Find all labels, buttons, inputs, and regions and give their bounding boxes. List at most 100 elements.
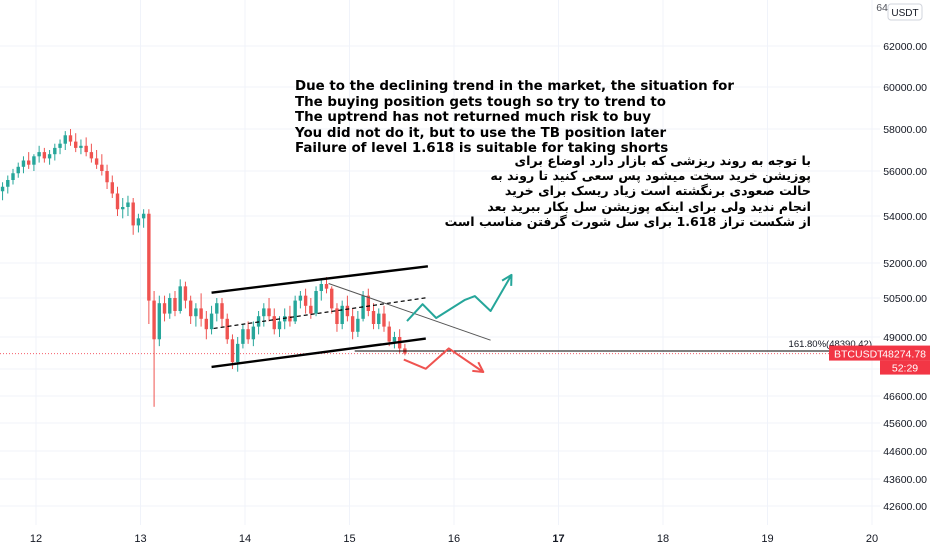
candle-body [241, 329, 245, 344]
candle-body [188, 300, 193, 317]
annotation-english-line: Failure of level 1.618 is suitable for t… [295, 141, 669, 157]
candle-body [141, 213, 146, 219]
candle-body [84, 145, 88, 153]
candle-body [152, 300, 156, 340]
candle-body [371, 311, 376, 324]
annotation-persian-line: انجام ندید ولی برای اینکه پوزیشن سل بکار… [487, 198, 811, 214]
channel-upper-line [211, 265, 429, 294]
bullish-arrow [406, 274, 513, 322]
candle-body [246, 329, 250, 340]
candle-body [94, 158, 99, 165]
candle-body [183, 286, 188, 301]
candle-body [168, 298, 172, 314]
candle-body [288, 316, 292, 322]
candle-body [324, 284, 329, 289]
candle-body [314, 291, 318, 314]
candle-body [100, 164, 104, 171]
candle-body [209, 313, 214, 330]
candle-body [136, 218, 141, 226]
candle-body [309, 305, 313, 314]
grid [0, 0, 880, 525]
candle-body [147, 213, 151, 301]
time-axis-pane[interactable] [0, 525, 932, 550]
candle-body [272, 316, 276, 330]
candle-body [6, 180, 10, 187]
candle-body [26, 160, 31, 165]
candle-body [89, 152, 94, 159]
candle-body [277, 321, 282, 330]
candle-body [303, 295, 308, 306]
annotation-english-line: The uptrend has not returned much risk t… [295, 110, 651, 126]
candle-body [126, 202, 130, 207]
candle-body [121, 207, 125, 210]
candle-body [47, 154, 52, 159]
candle-body [37, 152, 41, 157]
candle-body [340, 305, 344, 324]
candle-body [68, 135, 73, 142]
candle-body [298, 295, 303, 301]
bearish-arrow-head [472, 361, 485, 373]
candle-body [330, 288, 334, 309]
candle-body [0, 186, 5, 192]
annotation-persian-line: با توجه به روند ریزشی که بازار دارد اوضا… [514, 153, 811, 168]
annotation-persian-line: حالت صعودی برنگشته است زیاد ریسک برای خر… [504, 183, 811, 199]
candle-body [42, 152, 47, 159]
candle-body [215, 303, 219, 314]
price-axis-pane[interactable] [880, 0, 932, 525]
candle-body [319, 284, 323, 291]
candle-body [131, 202, 135, 226]
candle-body [293, 300, 297, 322]
candle-body [382, 313, 386, 327]
annotation-english-line: You did not do it, but to use the TB pos… [295, 125, 667, 141]
drawings: 161.80%(48390.42) [211, 265, 872, 373]
candle-body [115, 193, 120, 210]
candle-body [11, 173, 15, 180]
candle-body [335, 308, 339, 324]
candle-body [32, 156, 36, 165]
candle-body [267, 308, 271, 317]
candle-body [74, 141, 78, 148]
candle-body [58, 143, 62, 148]
annotation-persian-line: پوزیشن خرید سخت میشود پس سعی کنید تا رون… [490, 168, 811, 184]
annotation-english-line: The buying position gets tough so try to… [295, 94, 666, 110]
candle-body [173, 298, 177, 311]
annotation-persian: با توجه به روند ریزشی که بازار دارد اوضا… [445, 153, 811, 229]
candle-body [225, 318, 229, 340]
channel-middle-line [213, 296, 428, 330]
annotation-english-line: Due to the declining trend in the market… [295, 79, 734, 94]
candle-body [53, 147, 57, 155]
candle-body [230, 339, 235, 363]
candle-body [235, 343, 240, 363]
candles [0, 129, 407, 407]
annotation-persian-line: از شکست تراز 1.618 برای سل شورت گرفتن من… [444, 213, 811, 229]
candle-body [110, 182, 114, 194]
candle-body [392, 337, 397, 342]
candle-body [204, 318, 209, 330]
bearish-arrow [403, 347, 484, 373]
candle-body [356, 318, 360, 332]
channel-lower-line [211, 337, 426, 369]
candle-body [79, 145, 83, 148]
trend-line [328, 283, 491, 341]
candle-body [377, 313, 381, 324]
candle-body [194, 308, 198, 317]
candle-body [199, 308, 203, 319]
candle-body [16, 166, 20, 174]
candle-body [220, 303, 224, 319]
candle-body [251, 326, 256, 340]
candle-body [387, 326, 391, 342]
candle-body [105, 171, 109, 183]
candle-body [283, 316, 287, 322]
candle-body [178, 286, 182, 311]
candle-body [262, 308, 266, 317]
bullish-arrow-head [501, 273, 513, 286]
candle-body [350, 316, 355, 332]
annotation-english: Due to the declining trend in the market… [295, 79, 734, 157]
candle-body [157, 303, 162, 340]
candle-body [63, 135, 67, 144]
candle-body [21, 160, 26, 167]
candle-body [366, 295, 371, 311]
candle-body [162, 303, 167, 314]
